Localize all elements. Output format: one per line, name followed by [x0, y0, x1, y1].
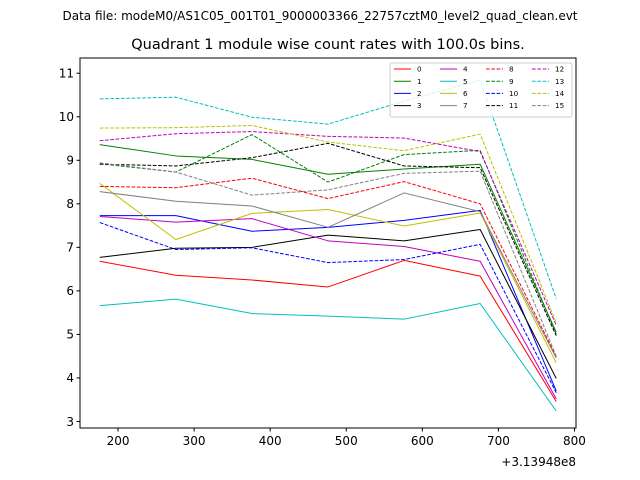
legend-label-15: 15	[555, 101, 564, 110]
x-tick-label: 400	[259, 434, 282, 448]
y-tick-label: 5	[66, 328, 74, 342]
series-line-5	[99, 298, 557, 412]
legend-label-12: 12	[555, 65, 564, 74]
series-line-11	[99, 142, 557, 336]
legend-label-14: 14	[555, 89, 565, 98]
legend-label-0: 0	[417, 65, 422, 74]
y-tick-label: 7	[66, 241, 74, 255]
series-line-1	[99, 144, 557, 333]
series-line-8	[99, 177, 557, 357]
legend-box	[389, 62, 573, 118]
y-tick-label: 3	[66, 415, 74, 429]
legend-label-1: 1	[417, 77, 422, 86]
x-tick-label: 700	[487, 434, 510, 448]
y-tick-label: 9	[66, 154, 74, 168]
legend-label-13: 13	[555, 77, 564, 86]
series-line-4	[99, 215, 557, 400]
series-line-12	[99, 131, 557, 326]
legend-label-10: 10	[509, 89, 519, 98]
series-line-0	[99, 259, 557, 402]
legend-label-7: 7	[463, 101, 468, 110]
y-tick-label: 6	[66, 284, 74, 298]
series-line-3	[99, 229, 557, 379]
legend-label-4: 4	[463, 65, 468, 74]
y-tick-label: 10	[59, 110, 74, 124]
series-layer	[99, 79, 557, 412]
series-line-6	[99, 182, 557, 363]
legend-label-8: 8	[509, 65, 514, 74]
series-line-7	[99, 191, 557, 359]
series-line-10	[99, 222, 557, 393]
x-tick-label: 300	[183, 434, 206, 448]
x-tick-label: 800	[563, 434, 586, 448]
legend-label-3: 3	[417, 101, 422, 110]
legend-label-2: 2	[417, 89, 422, 98]
series-line-14	[99, 124, 557, 323]
x-axis: 200 300 400 500 600 700 800	[107, 428, 586, 448]
x-tick-label: 600	[411, 434, 434, 448]
y-tick-label: 4	[66, 371, 74, 385]
legend-label-11: 11	[509, 101, 518, 110]
x-tick-label: 500	[335, 434, 358, 448]
legend-label-9: 9	[509, 77, 514, 86]
legend-label-6: 6	[463, 89, 468, 98]
x-offset-label: +3.13948e8	[501, 455, 576, 469]
series-line-15	[99, 162, 557, 357]
y-axis: 3 4 5 6 7 8 9 10 11	[59, 67, 80, 429]
axes-frame	[79, 57, 577, 429]
y-tick-label: 11	[59, 67, 74, 81]
y-tick-label: 8	[66, 197, 74, 211]
x-tick-label: 200	[107, 434, 130, 448]
figure-suptitle: Data file: modeM0/AS1C05_001T01_90000033…	[62, 9, 577, 23]
legend-label-5: 5	[463, 77, 468, 86]
chart-title: Quadrant 1 module wise count rates with …	[131, 37, 525, 53]
